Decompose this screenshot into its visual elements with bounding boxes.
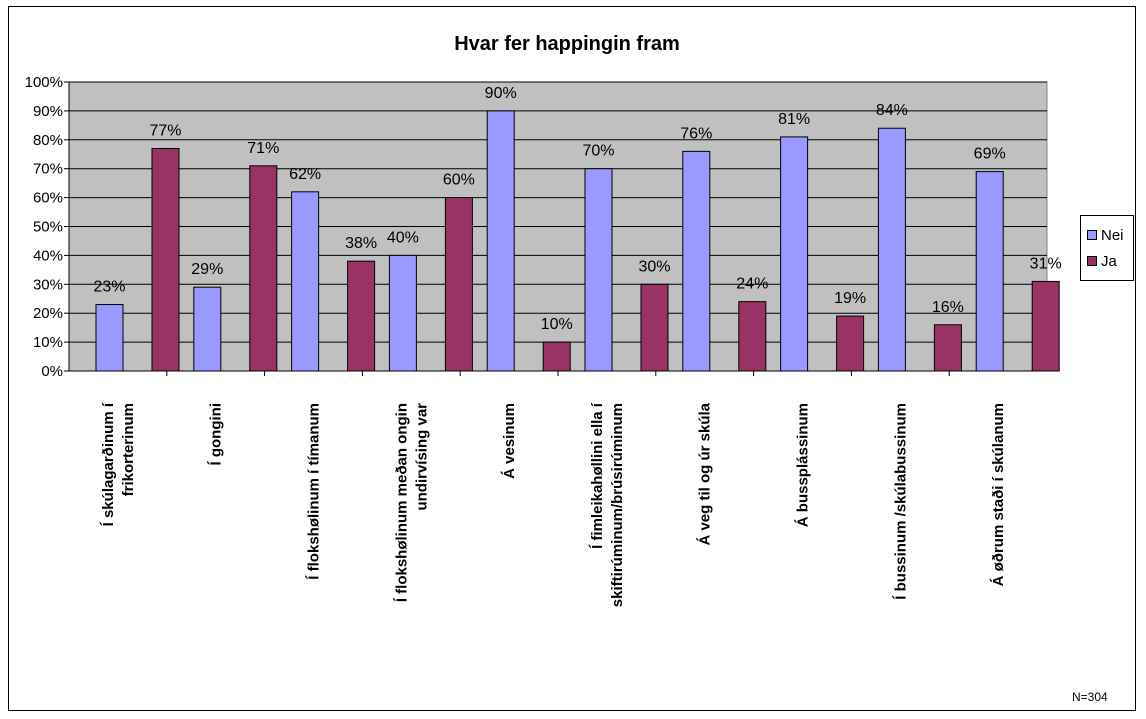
data-label-ja: 19% <box>834 290 866 307</box>
bar-nei <box>682 150 711 372</box>
y-tick-label: 60% <box>33 190 63 207</box>
bar-ja <box>249 165 278 372</box>
legend-swatch-ja <box>1087 256 1097 266</box>
y-tick-label: 40% <box>33 247 63 264</box>
data-label-nei: 76% <box>680 125 712 142</box>
bar-ja <box>542 341 571 372</box>
y-tick-label: 70% <box>33 161 63 178</box>
data-label-nei: 70% <box>582 143 614 160</box>
bar-ja <box>151 147 180 372</box>
category-label: Á veg til og úr skúla <box>697 402 714 545</box>
category-label: undirvísing var <box>413 403 430 511</box>
bars <box>95 110 1060 372</box>
category-label: Í bussinum /skúlabussinum <box>892 403 909 600</box>
bar-nei <box>975 171 1004 372</box>
category-label: Á øðrum staði í skúlanum <box>990 403 1007 586</box>
data-label-ja: 10% <box>541 316 573 333</box>
data-label-nei: 23% <box>93 279 125 296</box>
legend-label-nei: Nei <box>1101 226 1124 244</box>
legend: Nei Ja <box>1080 215 1134 281</box>
data-label-ja: 71% <box>247 140 279 157</box>
bar-ja <box>347 260 376 372</box>
data-label-nei: 62% <box>289 166 321 183</box>
category-label: frikorterinum <box>120 403 137 496</box>
data-label-nei: 84% <box>876 102 908 119</box>
y-tick-label: 50% <box>33 219 63 236</box>
data-label-ja: 77% <box>149 122 181 139</box>
data-labels: 23% 77% 29% 71% 62% 38% 40% 60% 90% 10% 70% 30% 76% 2… <box>93 85 1061 333</box>
data-label-nei: 69% <box>974 146 1006 163</box>
legend-item-ja: Ja <box>1087 252 1117 270</box>
category-labels: Í skúlagarðinum í frikorterinum Í gongini Í… <box>100 402 1007 607</box>
bar-ja <box>738 301 767 372</box>
category-label: Í flokshølinum í tímanum <box>306 403 323 580</box>
legend-label-ja: Ja <box>1101 252 1117 270</box>
sample-size-note: N=304 <box>1072 690 1108 704</box>
data-label-ja: 24% <box>736 276 768 293</box>
bar-ja <box>836 315 865 372</box>
data-label-ja: 60% <box>443 172 475 189</box>
bar-nei <box>780 136 809 372</box>
y-tick-label: 100% <box>25 74 63 91</box>
bar-ja <box>444 197 473 372</box>
data-label-ja: 30% <box>638 258 670 275</box>
bar-nei <box>877 127 906 372</box>
chart-title: Hvar fer happingin fram <box>454 33 680 55</box>
data-label-nei: 40% <box>387 229 419 246</box>
bar-nei <box>193 286 222 372</box>
data-label-nei: 90% <box>485 85 517 102</box>
legend-item-nei: Nei <box>1087 226 1124 244</box>
bar-nei <box>291 191 320 372</box>
category-label: Á bussplássinum <box>795 403 812 527</box>
category-label: Á vesinum <box>501 403 518 479</box>
bar-ja <box>1031 280 1060 372</box>
category-label: skiftirúminum/brúsirúminum <box>609 403 626 607</box>
data-label-ja: 16% <box>932 299 964 316</box>
y-tick-label: 10% <box>33 334 63 351</box>
data-label-ja: 38% <box>345 235 377 252</box>
bar-nei <box>388 254 417 372</box>
category-label: Í fimleikahøllini ella í <box>589 402 606 549</box>
bar-ja <box>640 283 669 372</box>
y-tick-label: 80% <box>33 132 63 149</box>
category-label: Í gongini <box>208 403 225 465</box>
y-tick-label: 90% <box>33 103 63 120</box>
category-label: Í skúlagarðinum í <box>100 402 117 526</box>
data-label-nei: 29% <box>191 261 223 278</box>
data-label-ja: 31% <box>1030 255 1062 272</box>
bar-nei <box>584 168 613 372</box>
data-label-nei: 81% <box>778 111 810 128</box>
bar-ja <box>933 324 962 372</box>
bar-nei <box>95 304 124 372</box>
category-label: Í flokshølinum meðan ongin <box>393 403 410 602</box>
y-tick-label: 20% <box>33 305 63 322</box>
y-tick-label: 0% <box>41 363 63 380</box>
y-tick-label: 30% <box>33 276 63 293</box>
bar-nei <box>486 110 515 372</box>
legend-swatch-nei <box>1087 230 1097 240</box>
